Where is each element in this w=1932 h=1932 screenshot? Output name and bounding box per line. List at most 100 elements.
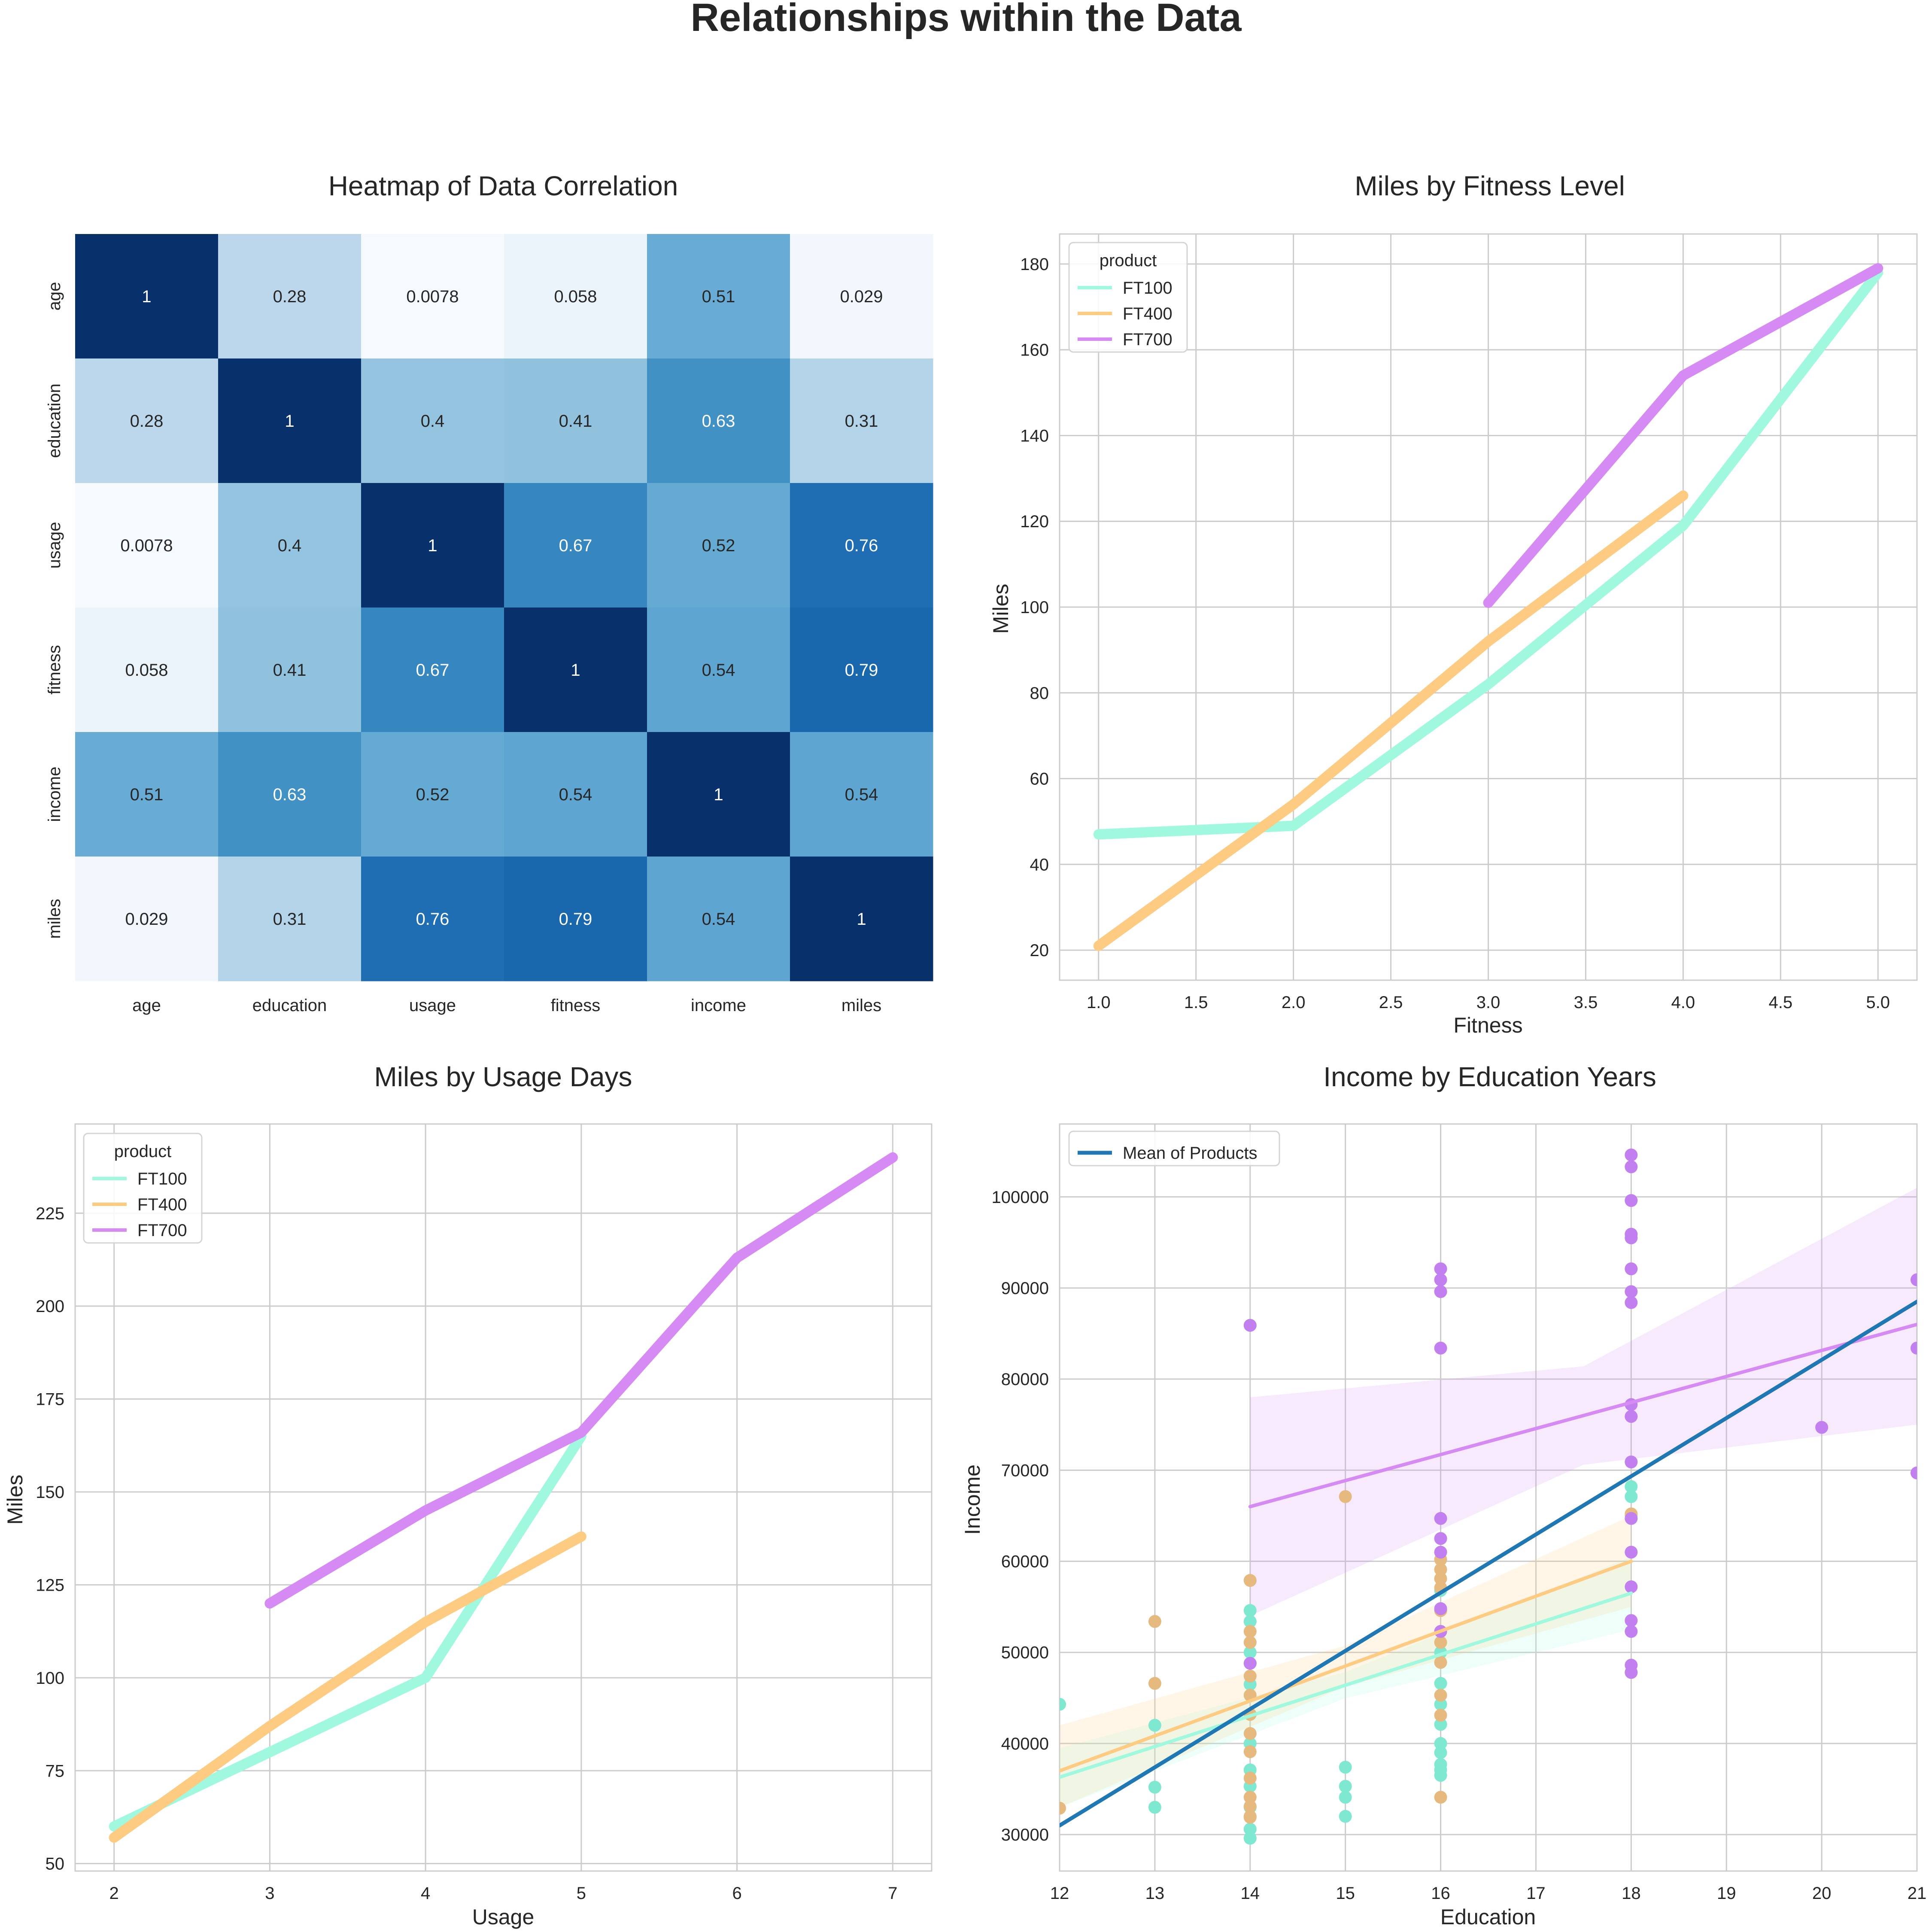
- scatter-point-ft700: [1625, 1296, 1638, 1309]
- x-tick-label: 2: [109, 1884, 119, 1903]
- scatter-point-ft400: [1434, 1572, 1447, 1585]
- heatmap-cell: [361, 483, 504, 608]
- heatmap-cell-label: 1: [428, 536, 437, 555]
- scatter-point-ft100: [1434, 1746, 1447, 1759]
- usage-x-axis-label: Usage: [472, 1905, 535, 1929]
- y-tick-label: 100: [36, 1669, 64, 1688]
- heatmap-cell-label: 0.52: [702, 536, 735, 555]
- heatmap-cell-label: 0.76: [845, 536, 878, 555]
- heatmap-cell: [218, 608, 361, 732]
- legend-entry-label: Mean of Products: [1123, 1144, 1258, 1163]
- heatmap-cell-label: 0.4: [421, 412, 445, 431]
- scatter-point-ft100: [1148, 1780, 1161, 1794]
- heatmap-cell: [504, 234, 647, 359]
- y-tick-label: 50000: [1001, 1643, 1049, 1662]
- scatter-point-ft400: [1243, 1669, 1257, 1683]
- x-tick-label: 21: [1908, 1884, 1927, 1903]
- scatter-point-ft400: [1243, 1636, 1257, 1649]
- scatter-point-ft100: [1434, 1737, 1447, 1750]
- x-tick-label: 15: [1336, 1884, 1355, 1903]
- heatmap-cell-label: 0.41: [273, 661, 307, 680]
- heatmap-panel: Heatmap of Data Correlation 1 0.28 0.0078 0…: [45, 170, 933, 1015]
- heatmap-x-tick-label: usage: [409, 996, 456, 1015]
- scatter-point-ft100: [1339, 1780, 1352, 1793]
- scatter-point-ft700: [1434, 1262, 1447, 1276]
- heatmap-cell: [504, 483, 647, 608]
- fitness-panel: Miles by Fitness Level 1.0 1.5 2.0 2.5 3.0 3.…: [989, 170, 1918, 1037]
- heatmap-cell: [218, 732, 361, 857]
- y-tick-label: 150: [36, 1483, 64, 1502]
- heatmap-cell-label: 0.67: [416, 661, 450, 680]
- legend-title: product: [114, 1142, 171, 1161]
- y-tick-label: 100000: [992, 1188, 1049, 1207]
- x-tick-label: 2.0: [1282, 993, 1306, 1012]
- income-y-axis-label: Income: [960, 1464, 984, 1535]
- scatter-point-ft100: [1148, 1801, 1161, 1814]
- x-tick-label: 3.0: [1476, 993, 1501, 1012]
- legend-title: product: [1100, 251, 1157, 270]
- legend-entry-label: FT700: [1123, 330, 1173, 349]
- scatter-point-ft400: [1434, 1563, 1447, 1576]
- y-tick-label: 120: [1020, 512, 1049, 531]
- heatmap-y-tick-label: fitness: [45, 645, 64, 695]
- y-tick-label: 100: [1020, 598, 1049, 617]
- x-tick-label: 19: [1717, 1884, 1736, 1903]
- scatter-point-ft700: [1243, 1657, 1257, 1670]
- heatmap-cell-label: 0.76: [416, 910, 450, 929]
- scatter-point-ft700: [1625, 1580, 1638, 1593]
- scatter-point-ft700: [1625, 1614, 1638, 1627]
- scatter-point-ft100: [1243, 1823, 1257, 1836]
- heatmap-cell: [75, 608, 219, 732]
- heatmap-cell-label: 1: [571, 661, 580, 680]
- x-tick-label: 20: [1812, 1884, 1832, 1903]
- scatter-point-ft400: [1434, 1791, 1447, 1804]
- y-tick-label: 40000: [1001, 1735, 1049, 1753]
- scatter-point-ft100: [1339, 1791, 1352, 1804]
- heatmap-cell: [647, 234, 790, 359]
- heatmap-cell-label: 0.63: [273, 785, 307, 804]
- usage-y-axis-label: Miles: [3, 1475, 27, 1525]
- heatmap-cell: [504, 857, 647, 981]
- heatmap-cell: [790, 608, 933, 732]
- y-tick-label: 125: [36, 1576, 64, 1595]
- scatter-point-ft700: [1625, 1148, 1638, 1162]
- scatter-point-ft700: [1625, 1262, 1638, 1276]
- line-series-ft400: [109, 1531, 586, 1843]
- heatmap-cell: [647, 732, 790, 857]
- scatter-point-ft100: [1434, 1769, 1447, 1782]
- heatmap-y-tick-label: miles: [45, 899, 64, 939]
- heatmap-x-tick-label: miles: [841, 996, 881, 1015]
- scatter-point-ft400: [1243, 1771, 1257, 1785]
- heatmap-title: Heatmap of Data Correlation: [328, 170, 678, 201]
- plot-frame: [74, 1123, 933, 1872]
- scatter-point-ft700: [1434, 1273, 1447, 1286]
- y-tick-label: 80000: [1001, 1370, 1049, 1389]
- x-tick-label: 1.0: [1087, 993, 1111, 1012]
- scatter-point-ft100: [1339, 1761, 1352, 1774]
- fitness-plot-area: 1.0 1.5 2.0 2.5 3.0 3.5 4.0 4.5 5.0 20 40 60 80 100 12…: [1020, 233, 1918, 1012]
- heatmap-cell-label: 0.0078: [406, 287, 459, 306]
- heatmap-cell-label: 0.63: [702, 412, 735, 431]
- line-series-ft700: [264, 1152, 898, 1609]
- confidence-band-ft100: [1060, 1556, 1631, 1807]
- heatmap-cell-label: 0.54: [702, 661, 735, 680]
- heatmap-cell-label: 0.058: [554, 287, 597, 306]
- heatmap-cell-label: 0.058: [125, 661, 168, 680]
- usage-plot-area: 2 3 4 5 6 7 50 75 100 125 150 175 200 225 product FT100…: [36, 1123, 933, 1903]
- regression-line-ft100: [1060, 1591, 1633, 1779]
- heatmap-cell-label: 0.54: [702, 910, 735, 929]
- income-panel: Income by Education Years 12 13 14 15 16 17 18…: [960, 1061, 1926, 1929]
- scatter-point-ft100: [1243, 1646, 1257, 1659]
- heatmap-cell-label: 0.79: [845, 661, 878, 680]
- scatter-point-ft100: [1243, 1604, 1257, 1617]
- heatmap-x-tick-label: fitness: [551, 996, 601, 1015]
- y-tick-label: 180: [1020, 255, 1049, 274]
- scatter-point-ft400: [1243, 1727, 1257, 1740]
- scatter-point-ft400: [1148, 1677, 1161, 1690]
- heatmap-x-tick-label: age: [132, 996, 161, 1015]
- heatmap-cell: [790, 234, 933, 359]
- line-series-ft400: [1093, 490, 1689, 951]
- line-series-ft100: [109, 1431, 586, 1832]
- heatmap-x-tick-label: income: [691, 996, 746, 1015]
